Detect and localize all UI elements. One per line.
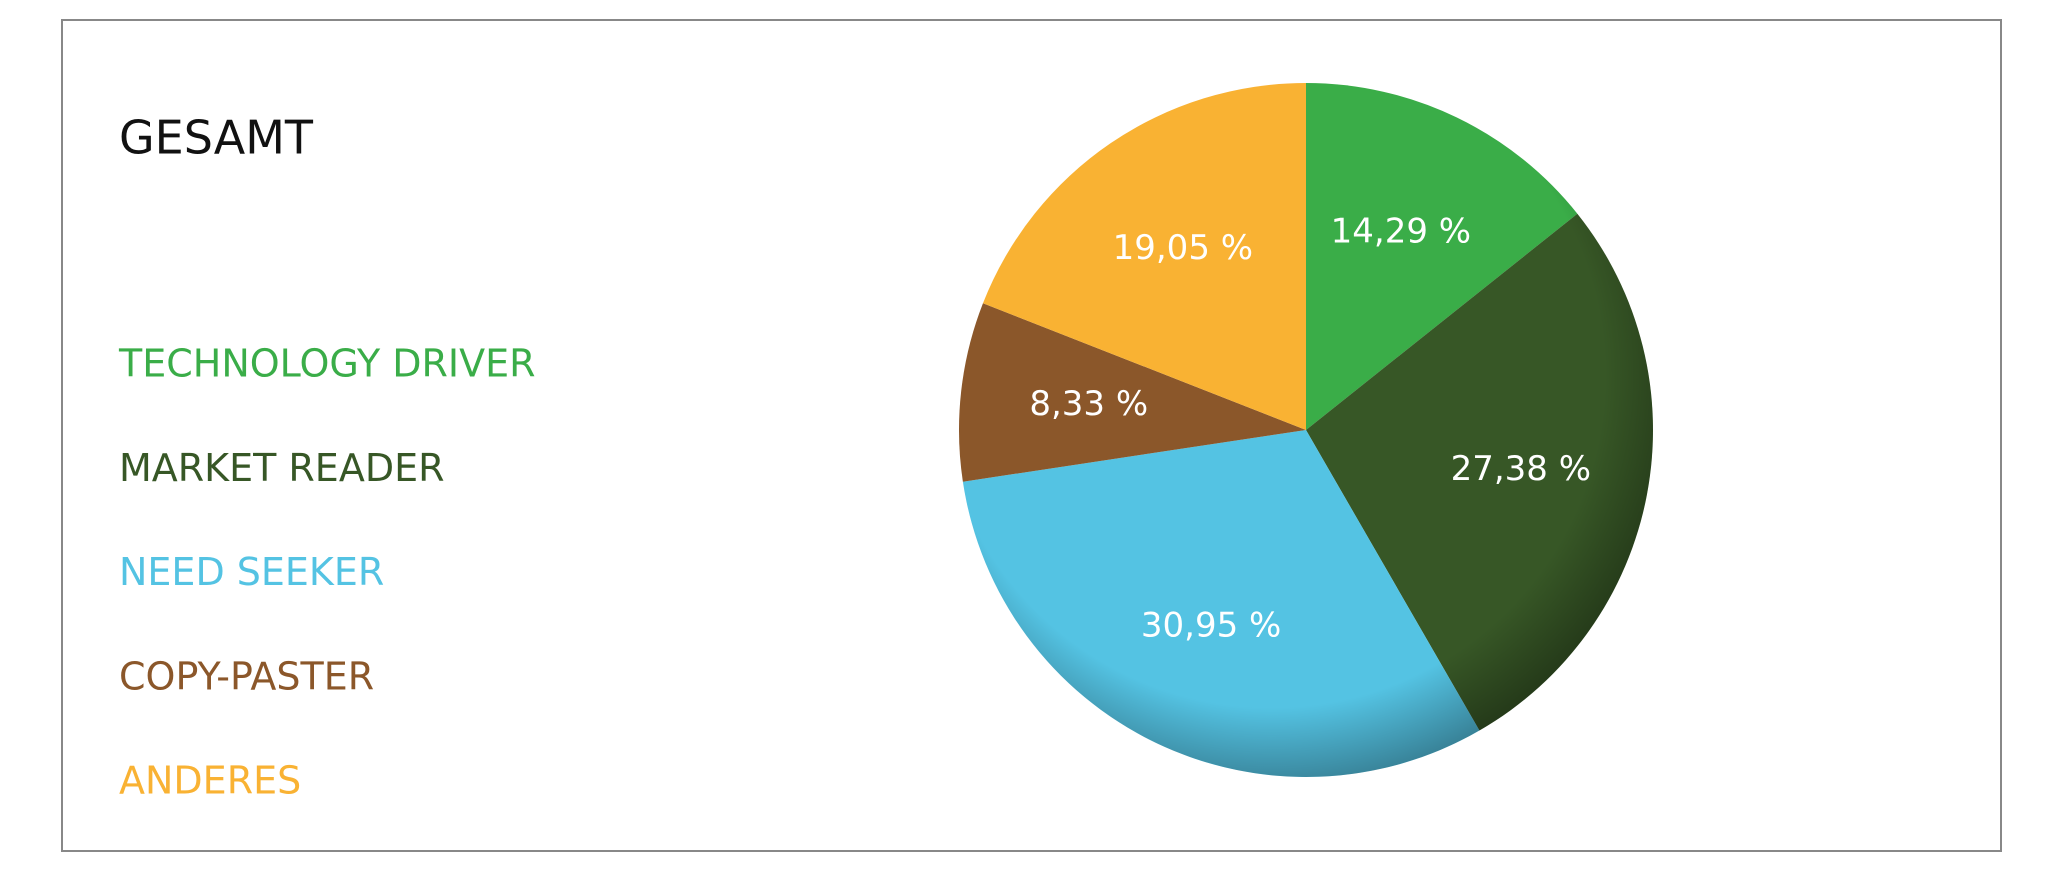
pie xyxy=(958,83,1653,777)
legend-entry: COPY-PASTER xyxy=(119,654,374,698)
legend-entry: MARKET READER xyxy=(119,446,445,490)
value-label: 8,33 % xyxy=(1029,384,1148,424)
chart-title: GESAMT xyxy=(119,111,314,165)
labels: 14,29 % 27,38 % 30,95 % 8,33 % 19,05 % xyxy=(1029,212,1591,646)
value-label: 14,29 % xyxy=(1331,212,1471,252)
legend-entry: ANDERES xyxy=(119,759,301,803)
value-label: 27,38 % xyxy=(1451,449,1591,489)
value-label: 30,95 % xyxy=(1141,605,1281,645)
legend-entry: TECHNOLOGY DRIVER xyxy=(118,342,536,386)
legend-entry: NEED SEEKER xyxy=(119,550,384,594)
value-label: 19,05 % xyxy=(1113,228,1253,268)
